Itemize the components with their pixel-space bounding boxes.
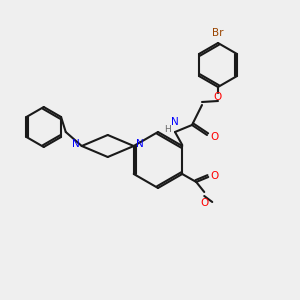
Text: N: N [136, 139, 143, 149]
Text: N: N [171, 117, 179, 127]
Text: O: O [214, 92, 222, 102]
Text: N: N [72, 139, 80, 149]
Text: H: H [164, 125, 171, 134]
Text: O: O [210, 132, 218, 142]
Text: O: O [200, 198, 208, 208]
Text: Br: Br [212, 28, 224, 38]
Text: O: O [210, 171, 218, 181]
